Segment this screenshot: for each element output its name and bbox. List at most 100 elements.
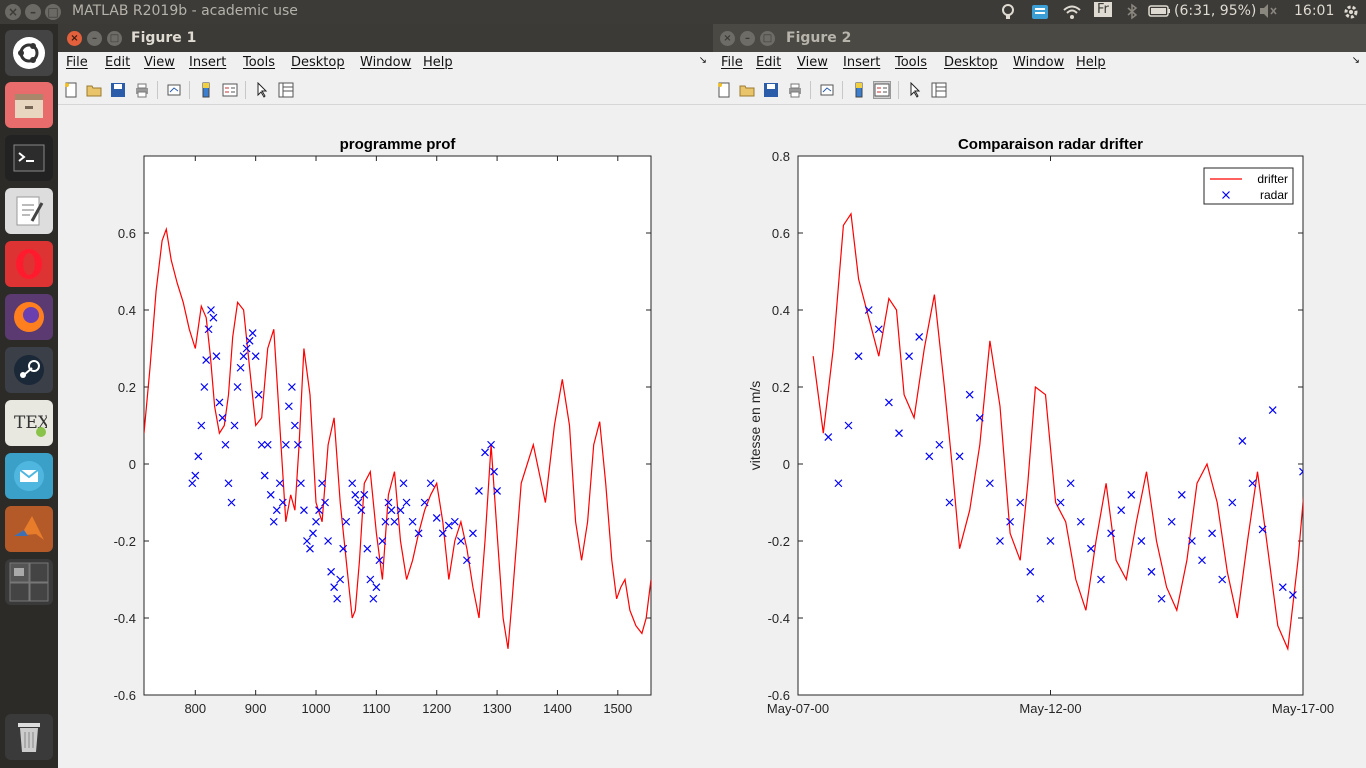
scatter-point — [1278, 583, 1287, 592]
scatter-point — [293, 440, 302, 449]
minimize-icon[interactable]: – — [25, 4, 41, 20]
minimize-icon[interactable]: – — [87, 31, 102, 46]
colorbar-icon[interactable] — [850, 81, 868, 99]
menu-help[interactable]: Help — [423, 55, 453, 70]
menu-edit[interactable]: Edit — [756, 55, 782, 70]
figure-1-title-bar[interactable]: × – □ Figure 1 — [58, 24, 713, 52]
print-icon[interactable] — [786, 81, 804, 99]
mail-icon[interactable] — [5, 453, 53, 499]
terminal-icon[interactable] — [5, 135, 53, 181]
wifi-icon[interactable] — [1062, 3, 1082, 25]
figure-1-canvas[interactable]: programme prof 800 900 1000 1100 1200 1300 1400… — [58, 106, 713, 768]
scatter-point — [366, 575, 375, 584]
scatter-point — [209, 313, 218, 322]
keyboard-layout[interactable]: Fr — [1094, 2, 1112, 17]
save-icon[interactable] — [109, 81, 127, 99]
ubuntu-logo-icon[interactable] — [5, 30, 53, 76]
legend[interactable]: drifter radar — [1203, 167, 1294, 205]
link-plot-icon[interactable] — [818, 81, 836, 99]
series-line — [144, 226, 651, 649]
scatter-point — [360, 490, 369, 499]
volume-muted-icon[interactable] — [1258, 3, 1278, 23]
legend-icon[interactable] — [221, 81, 239, 99]
maximize-icon[interactable]: □ — [107, 31, 122, 46]
battery-status[interactable]: (6:31, 95%) — [1174, 3, 1257, 19]
dock-arrow-icon[interactable]: ↘ — [1351, 55, 1360, 66]
opera-icon[interactable] — [5, 241, 53, 287]
workspace-switcher-icon[interactable] — [5, 559, 53, 605]
scatter-point — [895, 429, 903, 438]
menu-file[interactable]: File — [721, 55, 743, 70]
scatter-point — [996, 537, 1004, 545]
menu-tools[interactable]: Tools — [895, 55, 928, 70]
matlab-icon[interactable] — [5, 506, 53, 552]
scatter-point — [414, 529, 423, 538]
menu-help[interactable]: Help — [1076, 55, 1106, 70]
toolbar-separator — [245, 81, 246, 99]
colorbar-icon[interactable] — [197, 81, 215, 99]
legend-icon[interactable] — [873, 81, 891, 99]
link-plot-icon[interactable] — [165, 81, 183, 99]
close-icon[interactable]: × — [67, 31, 82, 46]
bulb-icon[interactable] — [1000, 3, 1016, 25]
menu-tools[interactable]: Tools — [243, 55, 276, 70]
scatter-point — [1288, 590, 1297, 599]
print-icon[interactable] — [133, 81, 151, 99]
plot-area[interactable] — [797, 155, 1304, 696]
plot-area[interactable] — [143, 155, 652, 696]
menu-desktop[interactable]: Desktop — [291, 55, 345, 70]
maximize-icon[interactable]: □ — [760, 31, 775, 46]
scatter-point — [490, 467, 498, 476]
new-figure-icon[interactable] — [715, 81, 733, 99]
scatter-point — [493, 487, 502, 495]
x-tick-label: May-17-00 — [1272, 701, 1334, 716]
menu-view[interactable]: View — [797, 55, 828, 70]
tex-icon[interactable]: TEX — [5, 400, 53, 446]
gear-icon[interactable] — [1342, 3, 1360, 25]
dock-arrow-icon[interactable]: ↘ — [698, 55, 707, 66]
figure-2-title-bar[interactable]: × – □ Figure 2 — [713, 24, 1366, 52]
scatter-point — [1157, 594, 1166, 603]
minimize-icon[interactable]: – — [740, 31, 755, 46]
menu-window[interactable]: Window — [360, 55, 412, 70]
menu-edit[interactable]: Edit — [105, 55, 131, 70]
scatter-point — [965, 390, 974, 399]
scatter-point — [487, 440, 495, 449]
pointer-icon[interactable] — [253, 81, 271, 99]
scatter-point — [327, 567, 336, 576]
menu-file[interactable]: File — [66, 55, 88, 70]
menu-insert[interactable]: Insert — [189, 55, 227, 70]
scatter-point — [263, 440, 272, 449]
open-file-icon[interactable] — [85, 81, 103, 99]
figure-2-canvas[interactable]: Comparaison radar drifter May-07-00 May-12… — [713, 106, 1366, 768]
open-file-icon[interactable] — [738, 81, 756, 99]
clock[interactable]: 16:01 — [1294, 3, 1335, 19]
property-inspector-icon[interactable] — [930, 81, 948, 99]
pointer-icon[interactable] — [906, 81, 924, 99]
scatter-point — [1117, 506, 1126, 515]
scatter-point — [287, 383, 296, 391]
inbox-icon[interactable] — [1030, 3, 1050, 25]
scatter-point — [426, 479, 435, 488]
top-panel: × – □ MATLAB R2019b - academic use Fr (6… — [0, 0, 1366, 24]
close-icon[interactable]: × — [720, 31, 735, 46]
app-title: MATLAB R2019b - academic use — [72, 3, 298, 19]
firefox-icon[interactable] — [5, 294, 53, 340]
menu-insert[interactable]: Insert — [843, 55, 881, 70]
files-icon[interactable] — [5, 82, 53, 128]
menu-window[interactable]: Window — [1013, 55, 1065, 70]
steam-icon[interactable] — [5, 347, 53, 393]
new-figure-icon[interactable] — [62, 81, 80, 99]
menu-desktop[interactable]: Desktop — [944, 55, 998, 70]
y-tick-label: 0.6 — [772, 226, 790, 241]
text-editor-icon[interactable] — [5, 188, 53, 234]
close-icon[interactable]: × — [5, 4, 21, 20]
bluetooth-icon[interactable] — [1126, 3, 1138, 25]
menu-view[interactable]: View — [144, 55, 175, 70]
save-icon[interactable] — [762, 81, 780, 99]
scatter-point — [1198, 556, 1206, 565]
property-inspector-icon[interactable] — [277, 81, 295, 99]
maximize-icon[interactable]: □ — [45, 4, 61, 20]
battery-icon[interactable] — [1148, 3, 1172, 23]
trash-icon[interactable] — [5, 714, 53, 760]
